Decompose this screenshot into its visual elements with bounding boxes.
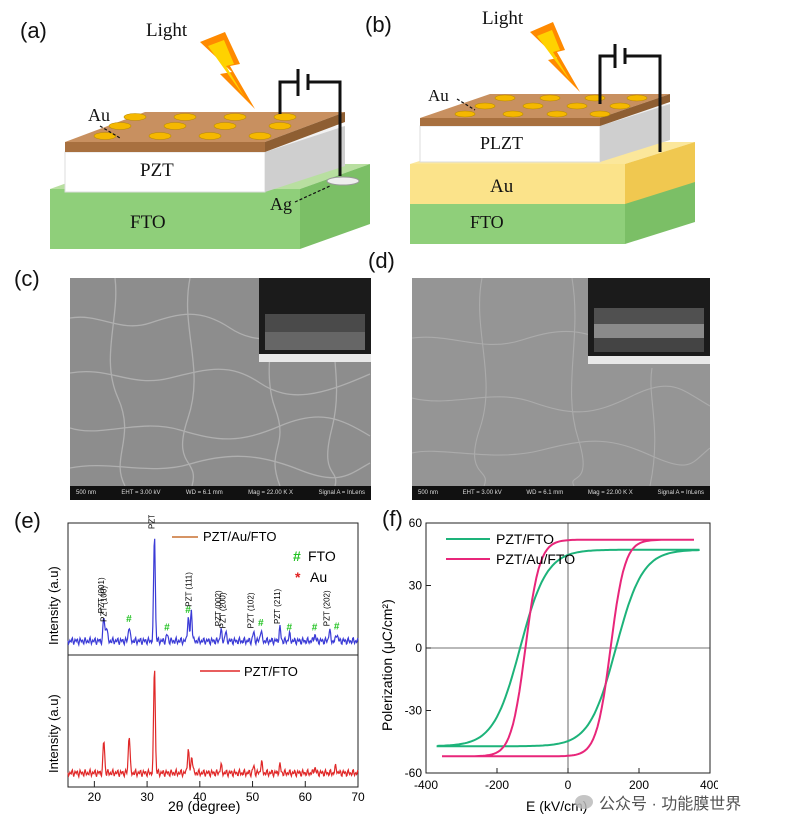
xrd-xtick-label: 50: [246, 790, 260, 804]
pe-xtick-label: 400: [700, 778, 718, 792]
wire: [278, 80, 298, 114]
xrd-xtick-label: 20: [88, 790, 102, 804]
fto-side: [300, 164, 370, 249]
xrd-peak-label: PZT (200): [219, 592, 228, 628]
schematic-b: [410, 22, 695, 244]
panel-label-b: (b): [365, 12, 392, 37]
xrd-peak-label: PZT (101): [147, 515, 156, 529]
pe-plot-layer: -400 -200 0 200 400 -60 -30 0 30 60: [405, 516, 718, 792]
ag-contact: [326, 176, 360, 186]
xrd-fto-marker: #: [334, 621, 340, 632]
contact-label-ag: Ag: [270, 194, 292, 214]
pe-ylabel: Polerization (μC/cm²): [379, 599, 395, 731]
marker-legend-fto-symbol: #: [293, 548, 301, 564]
xrd-top-legend: PZT/Au/FTO: [203, 529, 276, 544]
sem-info-bar: 500 nm EHT = 3.00 kV WD = 6.1 mm Mag = 2…: [70, 486, 371, 500]
watermark: 公众号 · 功能膜世界: [575, 790, 741, 814]
pe-ytick-label: 0: [415, 641, 422, 655]
marker-legend-au-symbol: *: [295, 569, 301, 585]
pe-xlabel: E (kV/cm): [526, 798, 587, 814]
schematic-a: [50, 32, 370, 249]
pe-legend-label-1: PZT/FTO: [496, 531, 554, 547]
layer-label-fto-a: FTO: [130, 212, 166, 233]
xrd-xtick-label: 60: [299, 790, 313, 804]
pe-legend-label-2: PZT/Au/FTO: [496, 551, 575, 567]
cross-section-inset: [259, 278, 371, 362]
pe-xtick-label: 0: [565, 778, 572, 792]
pe-ytick-label: -60: [405, 766, 423, 780]
grain-texture: [412, 278, 710, 486]
pe-loop-PZT/FTO: [436, 548, 700, 748]
light-label-a: Light: [146, 20, 188, 41]
gold-electrodes: [454, 94, 648, 118]
pe-ytick-label: 30: [409, 579, 423, 593]
marker-legend-fto-label: FTO: [308, 548, 336, 564]
layer-label-fto-b: FTO: [470, 212, 504, 232]
wechat-icon: [575, 795, 593, 809]
gold-electrodes: [93, 113, 297, 140]
panel-label-d: (d): [368, 248, 395, 273]
marker-legend-au-label: Au: [310, 569, 327, 585]
xrd-peak-label: PZT (202): [323, 590, 332, 626]
xrd-fto-marker: #: [286, 623, 292, 634]
xrd-xtick-label: 70: [351, 790, 365, 804]
xrd-chart: 20 30 40 50 60 70 PZT (001)PZT (100) # PZT (101)…: [46, 515, 365, 814]
xrd-xtick-label: 30: [140, 790, 154, 804]
panel-label-e: (e): [14, 508, 41, 533]
xrd-fto-marker: #: [164, 623, 170, 634]
xrd-fto-marker: #: [126, 614, 132, 625]
panel-label-f: (f): [382, 506, 403, 531]
xrd-peak-label: PZT (001): [97, 577, 106, 613]
xrd-peak-label: PZT (211): [273, 588, 282, 624]
xrd-top-ylabel: Intensity (a.u): [46, 566, 61, 645]
sem-image-d: 500 nm EHT = 3.00 kV WD = 6.1 mm Mag = 2…: [412, 278, 710, 500]
xrd-peak-label: PZT (111): [184, 572, 193, 607]
layer-label-au-b: Au: [490, 176, 514, 197]
pe-xtick-label: -200: [485, 778, 509, 792]
pzt-side: [265, 126, 345, 192]
pe-ytick-label: 60: [409, 516, 423, 530]
xrd-plot-layer: 20 30 40 50 60 70 PZT (001)PZT (100) # PZT (101)…: [67, 515, 365, 804]
xrd-xlabel: 2θ (degree): [168, 798, 240, 814]
xrd-xtick-label: 40: [193, 790, 207, 804]
xrd-peak-label: PZT (100): [99, 586, 108, 622]
xrd-fto-marker: #: [312, 623, 318, 634]
layer-label-au-a: Au: [88, 105, 110, 125]
sem-image-c: 500 nm EHT = 3.00 kV WD = 6.1 mm Mag = 2…: [70, 278, 371, 500]
xrd-peak-label: PZT (102): [247, 592, 256, 628]
panel-label-c: (c): [14, 266, 40, 291]
xrd-peak-label: PZT (002): [214, 590, 223, 626]
pe-xtick-label: -400: [414, 778, 438, 792]
pe-xtick-label: 200: [629, 778, 649, 792]
fto-front: [50, 189, 300, 249]
layer-label-au-top-b: Au: [428, 86, 449, 105]
xrd-series-PZT/Au/FTO: [67, 538, 359, 648]
layer-label-pzt-a: PZT: [140, 160, 174, 181]
xrd-bottom-ylabel: Intensity (a.u): [46, 694, 61, 773]
layer-label-plzt-b: PLZT: [480, 133, 523, 153]
xrd-fto-marker: #: [258, 618, 264, 629]
xrd-series-PZT/FTO: [67, 670, 359, 780]
xrd-bottom-legend: PZT/FTO: [244, 664, 298, 679]
cross-section-inset: [588, 278, 710, 364]
pe-chart: -400 -200 0 200 400 -60 -30 0 30 60 PZT/FTO PZT/A…: [379, 516, 718, 814]
panel-label-a: (a): [20, 18, 47, 43]
sem-info-bar: 500 nm EHT = 3.00 kV WD = 6.1 mm Mag = 2…: [412, 486, 710, 500]
xrd-fto-marker: #: [185, 605, 191, 616]
light-label-b: Light: [482, 8, 524, 29]
pe-loop-PZT/Au/FTO: [442, 538, 694, 758]
pe-ytick-label: -30: [405, 704, 423, 718]
xrd-frame-2: [67, 654, 359, 788]
